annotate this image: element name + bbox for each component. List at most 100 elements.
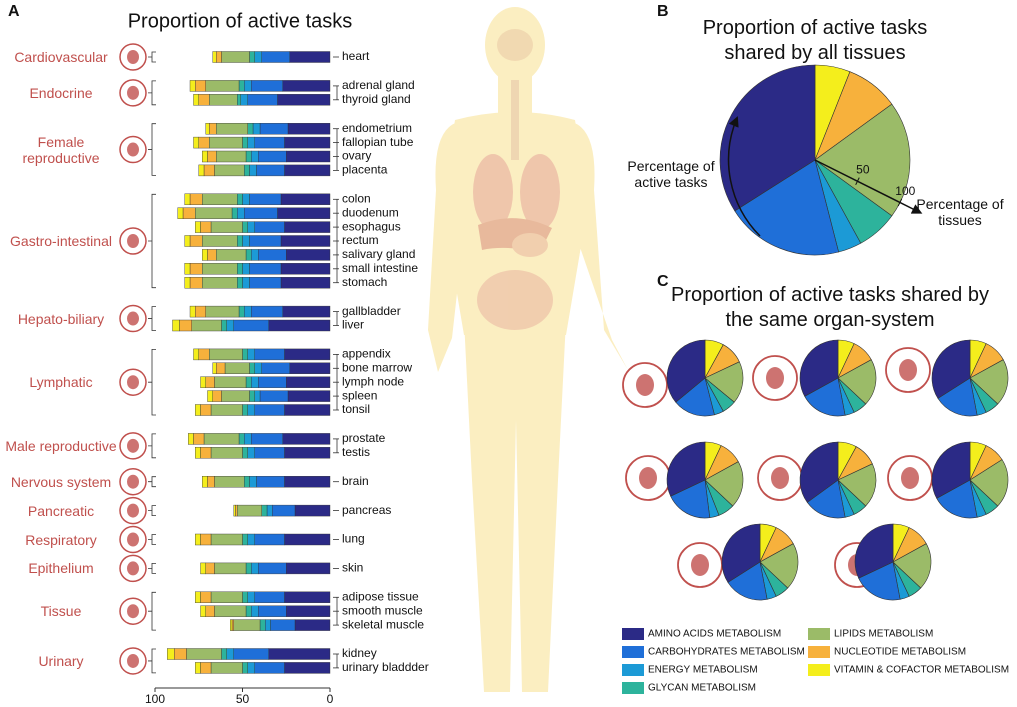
tissue-label: appendix bbox=[342, 347, 391, 361]
bar-segment bbox=[237, 207, 245, 219]
pie-slice bbox=[931, 441, 971, 499]
bar-segment bbox=[238, 305, 245, 318]
bar-segment bbox=[200, 447, 212, 459]
bar-segment bbox=[254, 348, 285, 361]
bar-segment bbox=[245, 249, 252, 261]
organ-illustration bbox=[473, 29, 560, 330]
bar-segment bbox=[284, 533, 331, 546]
bar-segment bbox=[249, 390, 255, 402]
bar-segment bbox=[231, 619, 234, 631]
angular-arrow bbox=[727, 116, 761, 237]
group-bracket bbox=[148, 433, 156, 459]
bar-segment bbox=[242, 591, 248, 603]
bar-segment bbox=[286, 376, 331, 388]
legend-swatch bbox=[622, 682, 644, 694]
bar-segment bbox=[210, 533, 243, 546]
bar-segment bbox=[249, 476, 257, 488]
chart-title: Proportion of active tasks shared by all… bbox=[702, 17, 928, 64]
bar-segment bbox=[210, 221, 243, 233]
bar-segment bbox=[266, 504, 273, 517]
pie-slice bbox=[675, 377, 715, 417]
pie-slice bbox=[666, 339, 706, 403]
bar-segment bbox=[210, 404, 243, 416]
organ-icon-shape bbox=[127, 653, 139, 668]
bar-segment bbox=[207, 476, 215, 488]
tissue-label: gallbladder bbox=[342, 304, 401, 318]
organ-icon-shape bbox=[127, 503, 139, 518]
pie-slice bbox=[719, 64, 816, 212]
legend-swatch bbox=[622, 646, 644, 658]
bar-segment bbox=[258, 605, 287, 617]
legend-swatch bbox=[808, 664, 830, 676]
organ-icon-shape bbox=[691, 554, 709, 576]
tissue-label: spleen bbox=[342, 388, 377, 402]
bar-segment bbox=[282, 433, 331, 445]
bar-segment bbox=[237, 94, 241, 106]
bar-segment bbox=[284, 164, 331, 177]
bar-segment bbox=[242, 447, 248, 459]
bar-segment bbox=[242, 662, 248, 674]
legend-label: CARBOHYDRATES METABOLISM bbox=[648, 647, 805, 658]
bar-segment bbox=[177, 207, 184, 219]
pie-slice bbox=[727, 561, 768, 601]
bar-segment bbox=[205, 376, 215, 388]
pie-slice bbox=[806, 479, 846, 519]
bar-segment bbox=[289, 51, 331, 63]
bar-segment bbox=[198, 164, 205, 177]
bar-segment bbox=[207, 390, 213, 402]
bar-segment bbox=[284, 591, 331, 603]
bar-segment bbox=[205, 122, 210, 135]
group-bracket bbox=[148, 80, 156, 106]
bar-segment bbox=[193, 94, 199, 106]
tissue-label: liver bbox=[342, 318, 364, 332]
tissue-label: bone marrow bbox=[342, 360, 412, 374]
bar-segment bbox=[249, 263, 282, 275]
bar-segment bbox=[280, 263, 331, 275]
radial-tick bbox=[855, 177, 860, 186]
tissue-label: lung bbox=[342, 532, 365, 546]
bar-segment bbox=[216, 249, 247, 261]
panel-letter: C bbox=[657, 273, 669, 290]
organ-icon-shape bbox=[127, 142, 139, 157]
bar-segment bbox=[270, 619, 296, 631]
bar-segment bbox=[195, 662, 201, 674]
group-bracket bbox=[148, 476, 156, 488]
bar-segment bbox=[195, 404, 201, 416]
bar-segment bbox=[209, 136, 243, 149]
pie-slice bbox=[892, 543, 932, 589]
chart-title: Proportion of active tasks shared by the… bbox=[671, 284, 989, 331]
organ-icon-shape bbox=[639, 467, 657, 489]
tissue-label: smooth muscle bbox=[342, 603, 423, 617]
bar-segment bbox=[233, 648, 269, 660]
bar-segment bbox=[251, 433, 283, 445]
legend-label: ENERGY METABOLISM bbox=[648, 665, 758, 676]
bar-segment bbox=[212, 390, 222, 402]
bar-segment bbox=[265, 619, 271, 631]
bar-segment bbox=[207, 249, 217, 261]
bar-segment bbox=[277, 207, 331, 219]
pie-slice bbox=[704, 461, 744, 507]
pie-slice bbox=[837, 359, 877, 405]
bar-segment bbox=[200, 605, 206, 617]
tissue-label: endometrium bbox=[342, 121, 412, 135]
bar-segment bbox=[242, 193, 250, 206]
bar-segment bbox=[235, 504, 238, 517]
group-bracket bbox=[148, 306, 156, 331]
bar-segment bbox=[244, 476, 250, 488]
bar-segment bbox=[259, 619, 266, 631]
bar-segment bbox=[216, 122, 248, 135]
bar-segment bbox=[284, 136, 331, 149]
bar-segment bbox=[191, 319, 222, 332]
tissue-label: rectum bbox=[342, 233, 379, 247]
bar-segment bbox=[249, 164, 257, 177]
pie-slice bbox=[799, 441, 839, 503]
group-label: Endocrine bbox=[29, 84, 93, 101]
x-tick-label: 50 bbox=[236, 692, 250, 706]
group-bracket bbox=[148, 648, 156, 674]
bar-segment bbox=[268, 648, 331, 660]
tissue-label: thyroid gland bbox=[342, 92, 411, 106]
bar-segment bbox=[214, 605, 247, 617]
bar-segment bbox=[286, 605, 331, 617]
pie-slice bbox=[721, 523, 761, 583]
bar-segment bbox=[189, 80, 196, 92]
